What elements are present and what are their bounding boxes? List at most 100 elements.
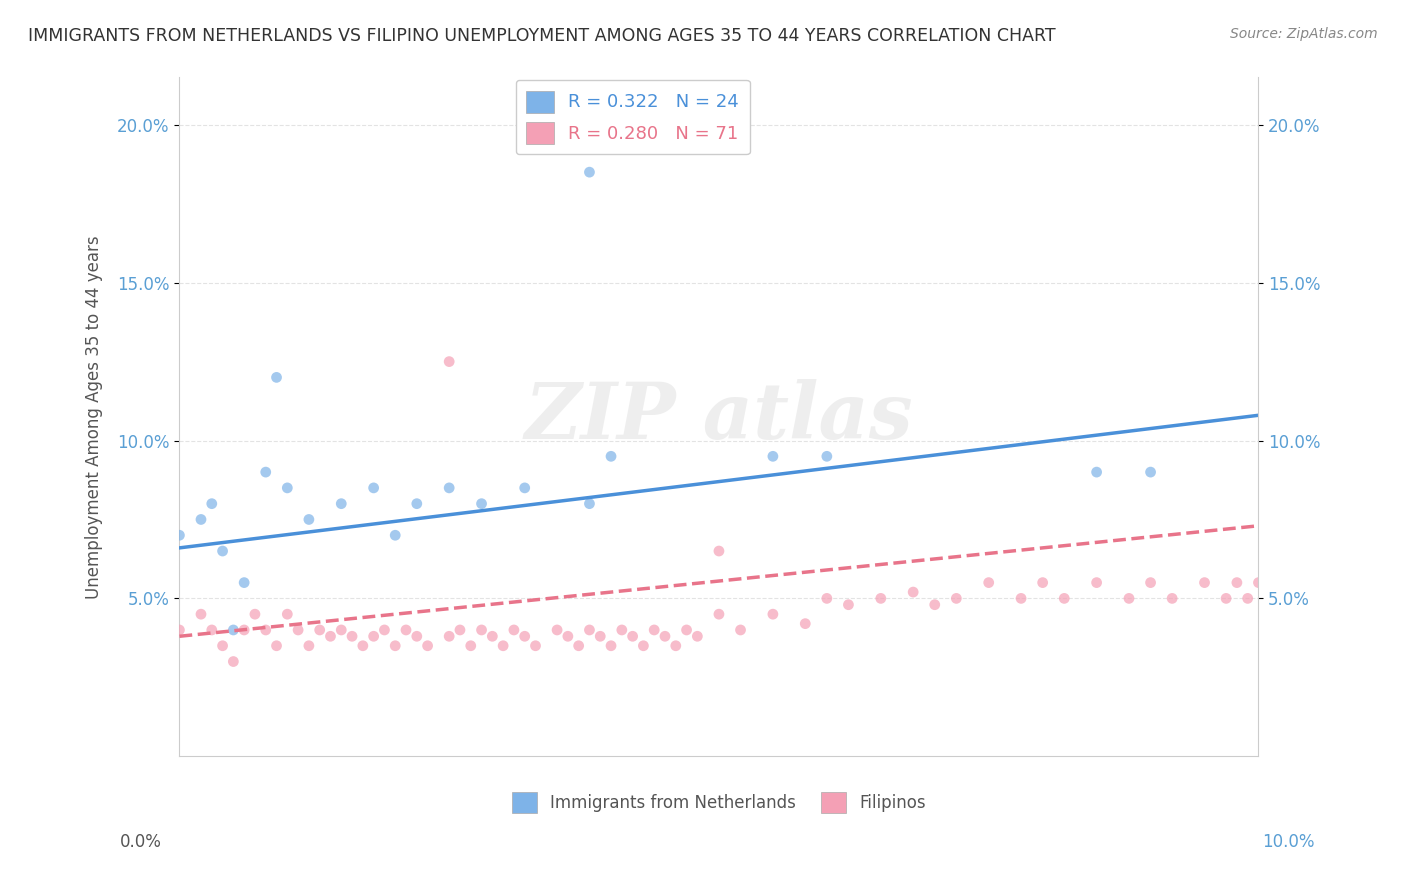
Point [405,497,427,511]
Point [1010,591,1032,606]
Point [298,512,321,526]
Point [1247,575,1270,590]
Point [276,607,298,622]
Point [869,591,891,606]
Point [654,629,676,643]
Point [254,465,277,479]
Point [600,450,623,464]
Point [578,497,600,511]
Point [633,639,655,653]
Point [233,623,256,637]
Point [201,623,224,637]
Point [1118,591,1140,606]
Point [470,623,492,637]
Point [492,639,515,653]
Point [1032,575,1054,590]
Point [524,639,547,653]
Point [437,354,460,368]
Point [201,497,224,511]
Point [730,623,752,637]
Point [1194,575,1216,590]
Point [589,629,612,643]
Point [266,370,288,384]
Point [222,623,245,637]
Point [330,497,353,511]
Point [762,607,785,622]
Point [266,639,288,653]
Text: IMMIGRANTS FROM NETHERLANDS VS FILIPINO UNEMPLOYMENT AMONG AGES 35 TO 44 YEARS C: IMMIGRANTS FROM NETHERLANDS VS FILIPINO … [28,27,1056,45]
Point [665,639,688,653]
Point [437,481,460,495]
Point [621,629,644,643]
Point [319,629,342,643]
Point [815,450,838,464]
Point [503,623,526,637]
Point [211,544,233,558]
Point [460,639,482,653]
Point [815,591,838,606]
Point [643,623,665,637]
Point [298,639,321,653]
Point [1085,575,1108,590]
Point [1161,591,1184,606]
Point [449,623,471,637]
Point [568,639,591,653]
Point [211,639,233,653]
Point [1053,591,1076,606]
Point [233,575,256,590]
Point [707,544,730,558]
Point [1139,465,1161,479]
Point [924,598,946,612]
Point [373,623,395,637]
Point [513,629,536,643]
Point [557,629,579,643]
Point [384,639,406,653]
Point [405,629,427,643]
Point [675,623,697,637]
Point [308,623,330,637]
Point [707,607,730,622]
Point [222,655,245,669]
Point [686,629,709,643]
Point [287,623,309,637]
Point [437,629,460,643]
Point [578,165,600,179]
Point [276,481,298,495]
Point [1226,575,1249,590]
Point [794,616,817,631]
Point [610,623,633,637]
Point [330,623,353,637]
Point [546,623,568,637]
Point [837,598,859,612]
Point [340,629,363,643]
Point [470,497,492,511]
Point [1236,591,1258,606]
Point [578,623,600,637]
Point [384,528,406,542]
Point [600,639,623,653]
Point [901,585,924,599]
Point [513,481,536,495]
Text: ZIP atlas: ZIP atlas [524,378,914,455]
Point [1215,591,1237,606]
Point [254,623,277,637]
Y-axis label: Unemployment Among Ages 35 to 44 years: Unemployment Among Ages 35 to 44 years [86,235,103,599]
Point [169,623,191,637]
Point [169,528,191,542]
Legend: Immigrants from Netherlands, Filipinos: Immigrants from Netherlands, Filipinos [502,782,936,822]
Point [945,591,967,606]
Point [190,512,212,526]
Point [481,629,503,643]
Point [1085,465,1108,479]
Text: 10.0%: 10.0% [1263,833,1315,851]
Point [190,607,212,622]
Text: Source: ZipAtlas.com: Source: ZipAtlas.com [1230,27,1378,41]
Point [395,623,418,637]
Point [762,450,785,464]
Text: 0.0%: 0.0% [120,833,162,851]
Point [1139,575,1161,590]
Point [363,629,385,643]
Point [352,639,374,653]
Point [416,639,439,653]
Point [363,481,385,495]
